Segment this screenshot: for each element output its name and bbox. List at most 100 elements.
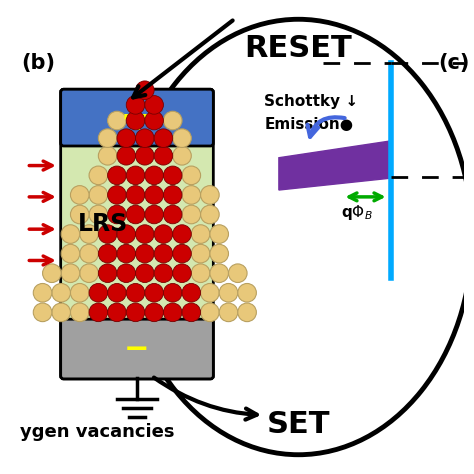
- Text: Emission●: Emission●: [264, 117, 353, 132]
- Circle shape: [52, 303, 71, 322]
- Circle shape: [173, 146, 191, 165]
- Circle shape: [61, 225, 80, 243]
- Circle shape: [52, 283, 71, 302]
- Circle shape: [89, 186, 108, 204]
- Circle shape: [117, 129, 136, 147]
- Circle shape: [126, 283, 145, 302]
- Text: q$\Phi_B$: q$\Phi_B$: [340, 203, 372, 222]
- Text: Schottky ↓: Schottky ↓: [264, 94, 358, 109]
- Circle shape: [80, 264, 98, 283]
- Circle shape: [126, 111, 145, 130]
- Circle shape: [89, 283, 108, 302]
- Circle shape: [154, 129, 173, 147]
- Circle shape: [71, 186, 89, 204]
- Circle shape: [201, 283, 219, 302]
- Circle shape: [89, 303, 108, 322]
- Circle shape: [136, 146, 154, 165]
- Circle shape: [182, 205, 201, 224]
- Circle shape: [164, 111, 182, 130]
- Polygon shape: [279, 141, 390, 190]
- Circle shape: [164, 186, 182, 204]
- Circle shape: [136, 81, 154, 100]
- Circle shape: [89, 205, 108, 224]
- FancyBboxPatch shape: [61, 89, 213, 379]
- Circle shape: [154, 225, 173, 243]
- Circle shape: [126, 205, 145, 224]
- Text: RESET: RESET: [245, 34, 352, 63]
- Circle shape: [173, 225, 191, 243]
- Circle shape: [191, 225, 210, 243]
- Circle shape: [210, 244, 228, 263]
- Text: (c): (c): [438, 53, 470, 73]
- Circle shape: [71, 303, 89, 322]
- Circle shape: [154, 146, 173, 165]
- Circle shape: [145, 96, 164, 114]
- Circle shape: [126, 186, 145, 204]
- Circle shape: [80, 225, 98, 243]
- Circle shape: [98, 264, 117, 283]
- Circle shape: [89, 166, 108, 185]
- Circle shape: [164, 303, 182, 322]
- Circle shape: [33, 283, 52, 302]
- Circle shape: [173, 244, 191, 263]
- Circle shape: [145, 186, 164, 204]
- Circle shape: [117, 146, 136, 165]
- FancyBboxPatch shape: [61, 319, 213, 379]
- Circle shape: [117, 225, 136, 243]
- Circle shape: [136, 129, 154, 147]
- Text: SET: SET: [267, 410, 330, 439]
- Circle shape: [191, 264, 210, 283]
- Circle shape: [145, 283, 164, 302]
- Circle shape: [145, 205, 164, 224]
- Circle shape: [228, 264, 247, 283]
- Circle shape: [182, 283, 201, 302]
- Circle shape: [164, 283, 182, 302]
- Circle shape: [71, 283, 89, 302]
- Circle shape: [80, 244, 98, 263]
- Circle shape: [201, 205, 219, 224]
- Circle shape: [98, 225, 117, 243]
- Text: +: +: [119, 97, 155, 138]
- Text: (b): (b): [21, 53, 55, 73]
- Circle shape: [108, 166, 126, 185]
- Circle shape: [145, 303, 164, 322]
- Circle shape: [145, 111, 164, 130]
- Circle shape: [145, 166, 164, 185]
- Circle shape: [71, 205, 89, 224]
- Text: −: −: [124, 335, 150, 364]
- Circle shape: [33, 303, 52, 322]
- Circle shape: [201, 303, 219, 322]
- Circle shape: [210, 225, 228, 243]
- Circle shape: [173, 129, 191, 147]
- Circle shape: [164, 205, 182, 224]
- Circle shape: [108, 303, 126, 322]
- Circle shape: [98, 146, 117, 165]
- Circle shape: [98, 129, 117, 147]
- Circle shape: [136, 264, 154, 283]
- Circle shape: [154, 264, 173, 283]
- Circle shape: [126, 96, 145, 114]
- Circle shape: [201, 186, 219, 204]
- Circle shape: [136, 225, 154, 243]
- Circle shape: [182, 166, 201, 185]
- Circle shape: [182, 186, 201, 204]
- Circle shape: [108, 186, 126, 204]
- Circle shape: [98, 244, 117, 263]
- Circle shape: [108, 283, 126, 302]
- Circle shape: [136, 244, 154, 263]
- Circle shape: [126, 303, 145, 322]
- Circle shape: [154, 244, 173, 263]
- Circle shape: [210, 264, 228, 283]
- Circle shape: [117, 244, 136, 263]
- Circle shape: [126, 166, 145, 185]
- Circle shape: [219, 283, 238, 302]
- Circle shape: [191, 244, 210, 263]
- Circle shape: [173, 264, 191, 283]
- Circle shape: [182, 303, 201, 322]
- Circle shape: [108, 205, 126, 224]
- Circle shape: [61, 264, 80, 283]
- Circle shape: [61, 244, 80, 263]
- Text: ygen vacancies: ygen vacancies: [19, 423, 174, 441]
- FancyBboxPatch shape: [61, 89, 213, 146]
- Circle shape: [117, 264, 136, 283]
